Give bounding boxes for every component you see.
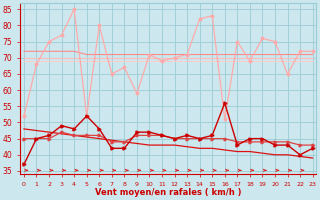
X-axis label: Vent moyen/en rafales ( km/h ): Vent moyen/en rafales ( km/h ) [95, 188, 242, 197]
